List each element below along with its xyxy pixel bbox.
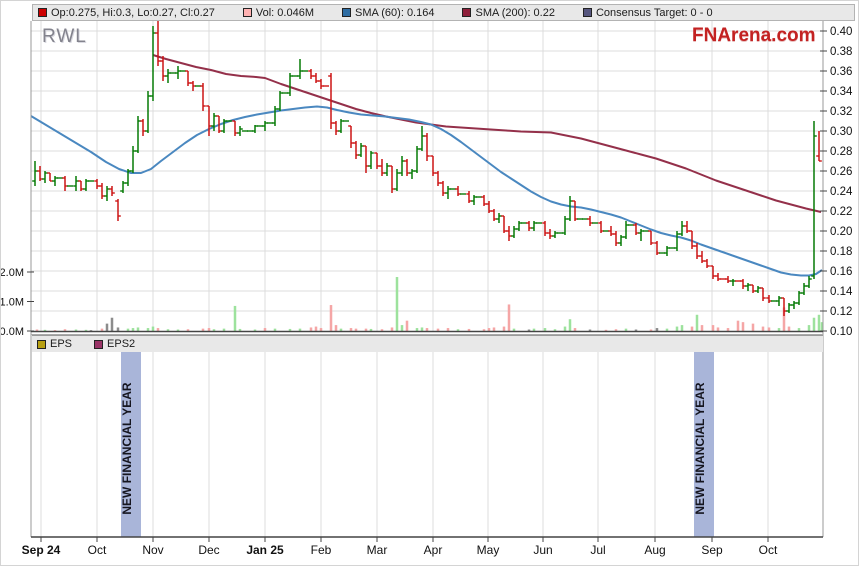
- legend-swatch: [462, 8, 472, 17]
- svg-text:Nov: Nov: [142, 543, 163, 557]
- quote-legend-item: Op:0.275, Hi:0.3, Lo:0.27, Cl:0.27: [38, 7, 215, 19]
- svg-text:0.36: 0.36: [830, 66, 852, 78]
- month-axis: Sep 24 Oct Nov Dec Jan 25 Feb Mar Apr May Jun Jul A…: [22, 537, 778, 557]
- legend-label: Op:0.275, Hi:0.3, Lo:0.27, Cl:0.27: [51, 6, 215, 19]
- financial-year-bands: NEW FINANCIAL YEAR NEW FINANCIAL YEAR: [120, 352, 714, 537]
- svg-text:Feb: Feb: [311, 543, 332, 557]
- volume-bars-layer: [35, 277, 824, 331]
- svg-text:Aug: Aug: [644, 543, 665, 557]
- svg-text:0.34: 0.34: [830, 86, 853, 98]
- legend-label: SMA (200): 0.22: [475, 6, 555, 19]
- svg-text:0.20: 0.20: [830, 226, 852, 238]
- quote-legend-item: Vol: 0.046M: [242, 6, 314, 19]
- svg-text:0.32: 0.32: [830, 106, 852, 118]
- svg-text:0.30: 0.30: [830, 126, 852, 138]
- price-axis: 0.40 0.38 0.36 0.34 0.32 0.30 0.28 0.26 0.24 0.22…: [820, 26, 853, 338]
- legend-label: SMA (60): 0.164: [354, 6, 435, 19]
- svg-text:Apr: Apr: [424, 543, 443, 557]
- eps-legend-item: EPS2: [94, 338, 135, 350]
- sma60-line: [30, 105, 823, 277]
- svg-text:Mar: Mar: [367, 543, 388, 557]
- legend-swatch: [341, 8, 351, 17]
- sma200-line: [152, 54, 822, 213]
- svg-text:0.28: 0.28: [830, 146, 852, 158]
- legend-swatch: [38, 8, 47, 17]
- svg-text:Oct: Oct: [759, 543, 778, 557]
- legend-swatch: [37, 339, 46, 349]
- volume-axis: 2.0M 1.0M 0.0M: [1, 267, 34, 338]
- svg-text:0.14: 0.14: [830, 286, 853, 298]
- eps-legend-bar: EPS EPS2: [32, 335, 823, 352]
- financial-year-band-label: NEW FINANCIAL YEAR: [693, 382, 707, 515]
- ohlc-bars-layer: [32, 21, 822, 316]
- symbol-label: RWL: [42, 26, 87, 47]
- svg-text:0.38: 0.38: [830, 46, 852, 58]
- svg-text:0.10: 0.10: [830, 326, 852, 338]
- svg-text:0.24: 0.24: [830, 186, 853, 198]
- svg-text:0.40: 0.40: [830, 26, 852, 38]
- svg-text:Sep: Sep: [701, 543, 723, 557]
- svg-text:2.0M: 2.0M: [1, 267, 24, 279]
- svg-text:Oct: Oct: [88, 543, 107, 557]
- legend-swatch: [582, 8, 592, 17]
- svg-text:0.18: 0.18: [830, 246, 852, 258]
- svg-text:Jul: Jul: [590, 543, 605, 557]
- legend-swatch: [242, 8, 252, 17]
- svg-text:May: May: [477, 543, 500, 557]
- svg-text:Sep 24: Sep 24: [22, 543, 61, 557]
- legend-label: EPS: [50, 338, 73, 350]
- eps-legend-item: EPS: [37, 338, 72, 350]
- grid-layer: [31, 21, 823, 537]
- svg-text:0.22: 0.22: [830, 206, 852, 218]
- svg-text:0.0M: 0.0M: [1, 326, 24, 338]
- legend-label: Consensus Target: 0 - 0: [595, 6, 713, 19]
- svg-text:1.0M: 1.0M: [1, 297, 24, 309]
- legend-label: EPS2: [107, 338, 136, 350]
- svg-text:Jun: Jun: [533, 543, 552, 557]
- svg-text:0.12: 0.12: [830, 306, 852, 318]
- frame-layer: [30, 21, 824, 538]
- legend-label: Vol: 0.046M: [255, 6, 314, 19]
- quote-legend-bar: Op:0.275, Hi:0.3, Lo:0.27, Cl:0.27 Vol: 0…: [32, 4, 855, 21]
- legend-swatch: [94, 339, 104, 349]
- financial-year-band-label: NEW FINANCIAL YEAR: [120, 382, 134, 515]
- svg-text:0.26: 0.26: [830, 166, 852, 178]
- quote-legend-item: SMA (60): 0.164: [341, 6, 435, 19]
- svg-text:Jan 25: Jan 25: [246, 543, 284, 557]
- brand-link[interactable]: FNArena.com: [692, 25, 816, 46]
- quote-legend-item: Consensus Target: 0 - 0: [582, 6, 713, 19]
- quote-legend-item: SMA (200): 0.22: [462, 7, 555, 19]
- svg-text:0.16: 0.16: [830, 266, 852, 278]
- svg-text:Dec: Dec: [198, 543, 219, 557]
